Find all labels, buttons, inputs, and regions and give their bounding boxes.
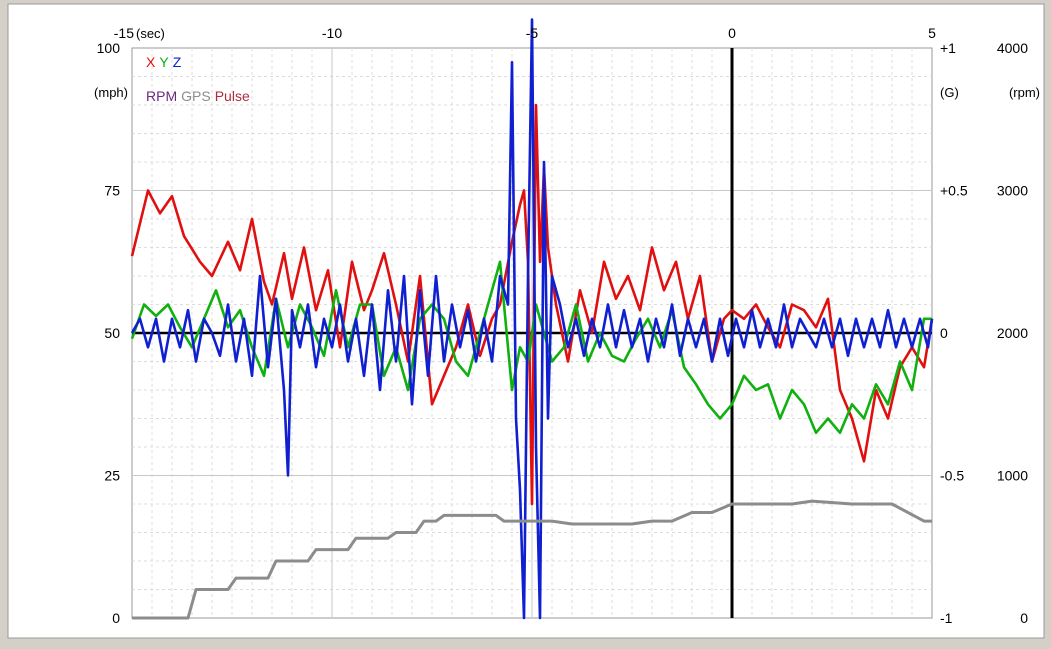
speed-tick-label: 25 [104, 468, 120, 484]
series-z-line [130, 18, 934, 620]
g-tick-label: +1 [940, 40, 956, 56]
x-tick-label: 5 [928, 25, 936, 41]
x-tick-label: 0 [728, 25, 736, 41]
axis-labels: (sec) (mph) (G) (rpm) [94, 26, 1040, 100]
legend-entry-x: X [146, 54, 156, 70]
speed-axis-unit: (mph) [94, 85, 128, 100]
legend-entry-rpm: RPM [146, 88, 177, 104]
g-tick-label: -1 [940, 610, 953, 626]
speed-tick-label: 0 [112, 610, 120, 626]
x-tick-label: -15 [114, 25, 134, 41]
tick-labels: -15 -10 -5 0 50255075100-1-0.50+0.5+10100020… [97, 25, 1029, 626]
legend-row-channels: RPM GPS Pulse [146, 88, 250, 104]
series-gps-line [132, 499, 932, 620]
legend-entry-z: Z [173, 54, 182, 70]
legend-entry-y: Y [159, 54, 169, 70]
x-axis-unit: (sec) [136, 26, 165, 41]
series-y-line [130, 260, 932, 435]
g-tick-label: 0 [940, 325, 948, 341]
legend-entry-gps: GPS [181, 88, 211, 104]
rpm-tick-label: 1000 [997, 468, 1028, 484]
rpm-tick-label: 2000 [997, 325, 1028, 341]
x-tick-label: -5 [526, 25, 539, 41]
rpm-tick-label: 0 [1020, 610, 1028, 626]
speed-tick-label: 75 [104, 183, 120, 199]
legend-entry-pulse: Pulse [215, 88, 250, 104]
g-tick-label: +0.5 [940, 183, 968, 199]
speed-tick-label: 100 [97, 40, 121, 56]
g-axis-unit: (G) [940, 85, 959, 100]
speed-tick-label: 50 [104, 325, 120, 341]
rpm-tick-label: 4000 [997, 40, 1028, 56]
g-tick-label: -0.5 [940, 468, 964, 484]
x-tick-label: -10 [322, 25, 342, 41]
rpm-tick-label: 3000 [997, 183, 1028, 199]
rpm-axis-unit: (rpm) [1009, 85, 1040, 100]
series-layer [130, 18, 934, 620]
